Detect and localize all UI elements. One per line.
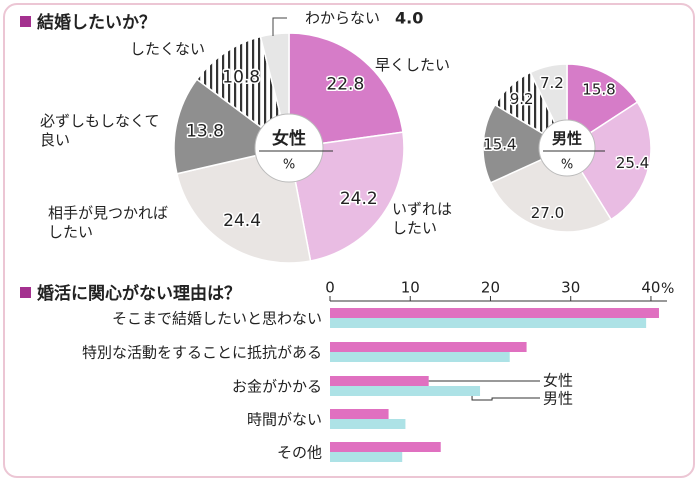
pie-unit: % xyxy=(561,158,573,173)
leader-line xyxy=(272,17,287,36)
value-label: 7.2 xyxy=(540,74,564,92)
value-label: 24.2 xyxy=(340,189,378,209)
bar xyxy=(330,342,527,352)
bar xyxy=(330,318,647,328)
category-label: わからない xyxy=(305,9,381,27)
value-label: 27.0 xyxy=(531,204,564,222)
bar xyxy=(330,419,406,429)
category-label: 必ずしもしなくて良い xyxy=(40,112,160,149)
bar xyxy=(330,452,403,462)
pie-slice xyxy=(288,32,404,149)
category-label: 相手が見つかればしたい xyxy=(48,204,169,241)
category-label: そこまで結婚したいと思わない xyxy=(112,310,322,328)
value-label: 9.2 xyxy=(510,90,534,108)
category-label: お金がかかる xyxy=(232,378,322,396)
x-tick-label: 40 xyxy=(641,279,660,297)
value-label: 4.0 xyxy=(395,9,423,28)
pie-series-name: 女性 xyxy=(272,128,306,149)
category-label: したくない xyxy=(130,40,206,58)
pie-slice xyxy=(195,35,291,150)
pie-slice xyxy=(565,101,652,221)
value-label: 24.4 xyxy=(223,211,261,231)
bar xyxy=(330,442,441,452)
bar xyxy=(330,409,389,419)
x-tick-label: 30 xyxy=(561,279,580,297)
pie-series-name: 男性 xyxy=(552,130,582,148)
pie-slice xyxy=(489,147,613,233)
value-label: 25.4 xyxy=(616,154,649,172)
category-label: いずれはしたい xyxy=(392,200,453,237)
value-label: 10.8 xyxy=(222,68,260,88)
legend-leader xyxy=(471,396,540,401)
category-label: その他 xyxy=(277,444,322,462)
section-title: 結婚したいか？ xyxy=(20,8,156,33)
pie-center xyxy=(538,119,596,177)
legend-label: 女性 xyxy=(543,372,573,390)
category-label: 早くしたい xyxy=(375,56,451,74)
x-tick-label: 20 xyxy=(481,279,500,297)
bar xyxy=(330,386,481,396)
pie-slice xyxy=(482,103,569,184)
value-label: 15.8 xyxy=(582,80,615,98)
pie-center xyxy=(254,113,324,183)
pie-unit: % xyxy=(283,158,295,173)
value-label: 13.8 xyxy=(186,121,224,141)
category-label: 特別な活動をすることに抵抗がある xyxy=(82,344,322,362)
bar xyxy=(330,352,510,362)
legend-label: 男性 xyxy=(543,390,573,408)
axis-unit: % xyxy=(661,281,674,297)
bar xyxy=(330,376,429,386)
bar xyxy=(330,308,659,318)
x-tick-label: 10 xyxy=(401,279,420,297)
section-title: 婚活に関心がない理由は？ xyxy=(20,279,241,304)
x-tick-label: 0 xyxy=(325,279,335,297)
value-label: 15.4 xyxy=(483,136,516,154)
category-label: 時間がない xyxy=(247,411,322,429)
value-label: 22.8 xyxy=(326,74,364,94)
